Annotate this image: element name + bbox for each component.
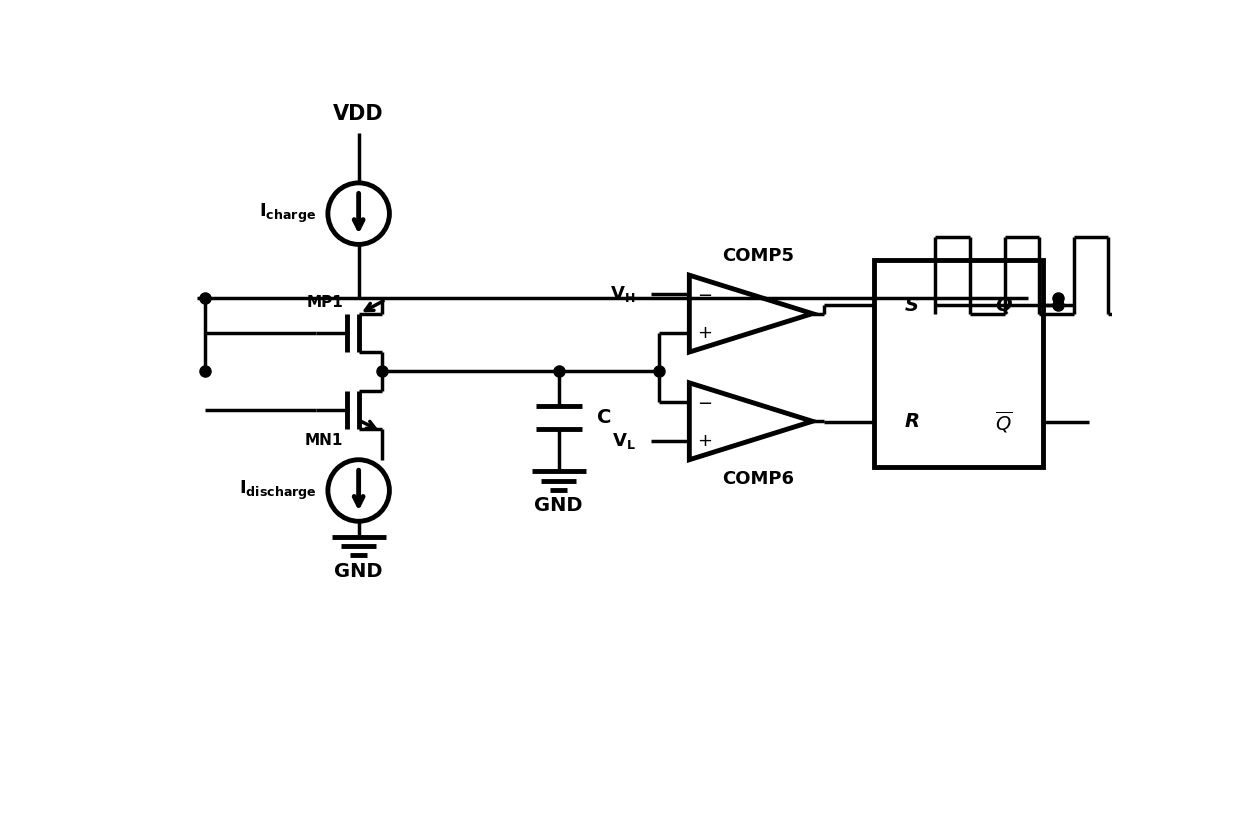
Text: MN1: MN1: [305, 433, 343, 448]
Text: $\mathbf{V_L}$: $\mathbf{V_L}$: [611, 431, 635, 450]
Text: R: R: [905, 412, 920, 432]
Bar: [874, 260, 1043, 468]
Text: GND: GND: [335, 562, 383, 581]
Text: $-$: $-$: [697, 285, 712, 303]
Text: COMP5: COMP5: [723, 247, 795, 265]
Text: Q: Q: [996, 296, 1012, 315]
Text: C: C: [596, 408, 611, 427]
Text: $\mathbf{V_H}$: $\mathbf{V_H}$: [610, 284, 635, 305]
Text: $+$: $+$: [697, 432, 712, 450]
Text: $\mathbf{I_{charge}}$: $\mathbf{I_{charge}}$: [259, 202, 316, 225]
Text: MP1: MP1: [306, 295, 343, 310]
Text: $-$: $-$: [697, 393, 712, 411]
Text: S: S: [905, 296, 919, 315]
Text: $\overline{Q}$: $\overline{Q}$: [994, 409, 1012, 435]
Text: VDD: VDD: [334, 104, 384, 124]
Text: $+$: $+$: [697, 324, 712, 342]
Text: $\mathbf{I_{discharge}}$: $\mathbf{I_{discharge}}$: [238, 479, 316, 502]
Text: GND: GND: [534, 496, 583, 515]
Text: COMP6: COMP6: [723, 470, 795, 488]
